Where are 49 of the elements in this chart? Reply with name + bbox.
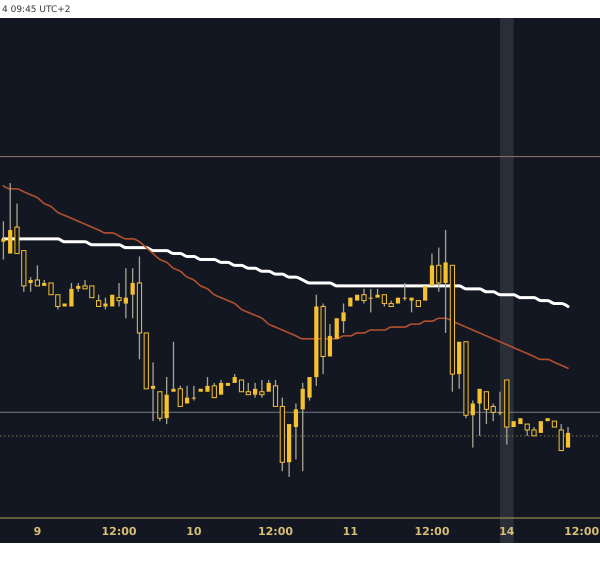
candlestick [157, 391, 162, 422]
x-tick-label: 11 [342, 525, 358, 538]
candlestick [212, 382, 217, 398]
candlestick [164, 376, 169, 425]
candlestick [130, 268, 135, 319]
candlestick [558, 423, 564, 452]
candlestick [232, 373, 237, 383]
x-tick-label: 12:00 [564, 525, 600, 538]
candlestick [450, 264, 455, 392]
x-tick-label: 14 [499, 525, 515, 538]
text: 4 09:45 UTC+2 [2, 5, 70, 15]
candlestick [430, 252, 434, 286]
x-tick-label: 12:00 [414, 525, 450, 538]
candlestick [368, 288, 373, 314]
candlestick [402, 282, 407, 302]
candlestick [320, 302, 326, 375]
candlestick [457, 342, 462, 390]
candlestick [443, 229, 448, 334]
x-tick-label: 9 [34, 525, 42, 538]
candlestick [150, 362, 156, 422]
candlestick [477, 388, 482, 436]
candlestick [287, 424, 292, 478]
candlestick [124, 268, 128, 319]
candlestick [184, 385, 190, 404]
candlestick [341, 302, 346, 334]
candlestick [436, 247, 442, 292]
candlestick [178, 385, 183, 407]
candlestick [8, 182, 12, 254]
candlestick [504, 379, 510, 446]
candlestick [116, 282, 122, 308]
candlestick [470, 400, 475, 448]
x-tick-label: 12:00 [258, 525, 294, 538]
x-tick-label: 10 [186, 525, 202, 538]
candlestick [328, 323, 332, 356]
candlestick [192, 385, 196, 402]
x-tick-label: 12:00 [102, 525, 137, 538]
candlestick [76, 282, 80, 292]
candlestick [34, 264, 40, 286]
candlestick [28, 276, 33, 292]
candlestick [42, 279, 46, 286]
candlestick [498, 391, 502, 416]
candlestick [1, 220, 6, 260]
candlestick [314, 294, 318, 387]
candlestick [300, 382, 305, 472]
candlestick [294, 402, 298, 460]
candlestick [266, 379, 271, 392]
candlestick [259, 379, 265, 398]
candlestick [96, 294, 102, 307]
candlestick [409, 298, 414, 314]
